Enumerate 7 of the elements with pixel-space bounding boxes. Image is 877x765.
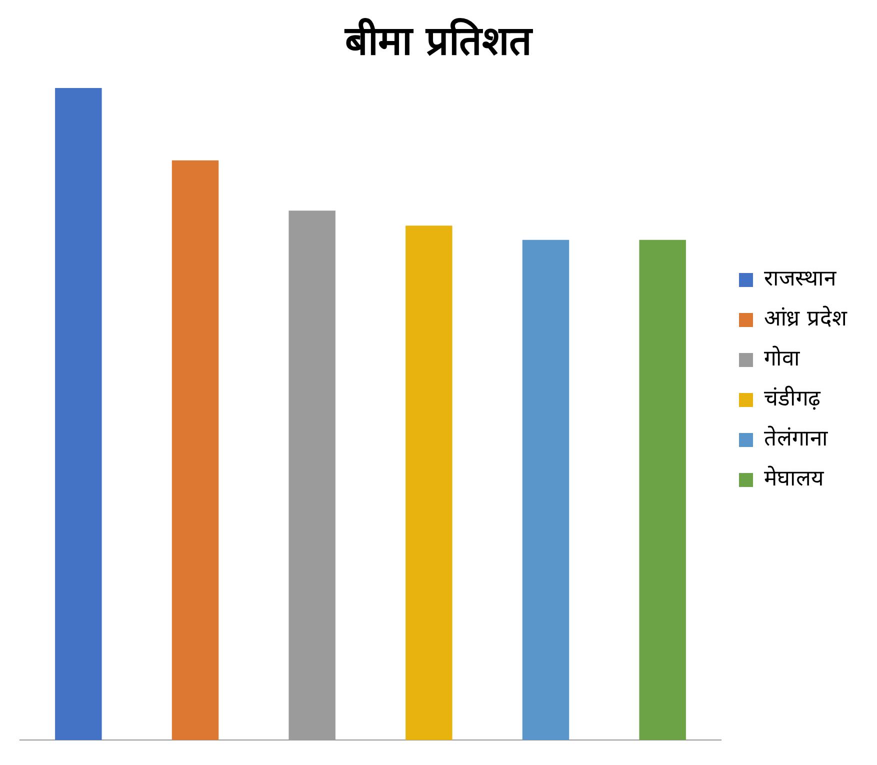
legend-label: गोवा <box>764 346 800 372</box>
legend-label: तेलंगाना <box>764 426 828 452</box>
chart-title: बीमा प्रतिशत <box>344 17 533 64</box>
legend-label: मेघालय <box>764 466 826 492</box>
legend-label: चंडीगढ़ <box>764 386 822 412</box>
legend-label: राजस्थान <box>764 266 838 292</box>
legend-label: आंध्र प्रदेश <box>764 306 848 332</box>
